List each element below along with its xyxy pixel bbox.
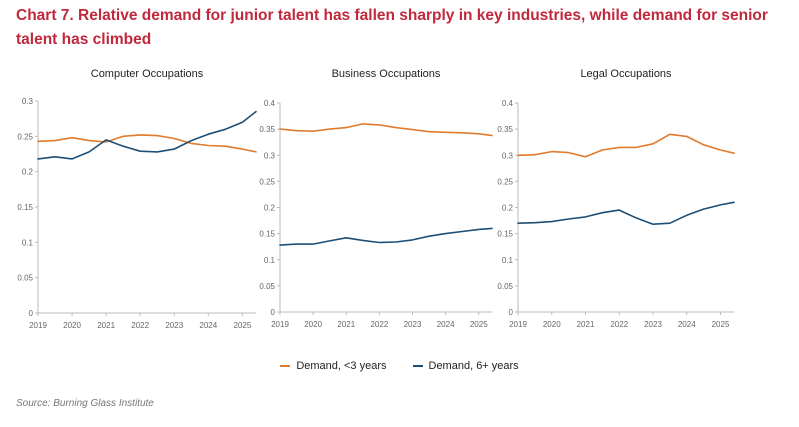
y-tick-label: 0 xyxy=(271,308,276,317)
series-line-junior xyxy=(517,133,735,158)
y-tick-label: 0.05 xyxy=(497,282,513,291)
y-tick-label: 0.15 xyxy=(17,203,33,212)
legend-item-senior: Demand, 6+ years xyxy=(412,360,519,372)
x-tick-label: 2019 xyxy=(29,321,47,330)
panel-3: Legal Occupations 0 0.05 0.1 0.15 0.2 0.25 0.3 0… xyxy=(497,68,735,329)
x-tick-label: 2023 xyxy=(644,320,662,329)
y-tick-label: 0.35 xyxy=(497,125,513,134)
y-tick-label: 0 xyxy=(29,309,34,318)
legend: Demand, <3 years Demand, 6+ years xyxy=(0,360,799,372)
y-tick-label: 0.1 xyxy=(264,256,276,265)
panel-title: Computer Occupations xyxy=(91,68,204,80)
legend-item-junior: Demand, <3 years xyxy=(280,360,387,372)
y-tick-label: 0.3 xyxy=(502,151,514,160)
x-tick-label: 2021 xyxy=(97,321,115,330)
x-tick-label: 2021 xyxy=(337,320,355,329)
y-tick-label: 0.35 xyxy=(259,125,275,134)
legend-label-senior: Demand, 6+ years xyxy=(428,360,519,372)
x-tick-label: 2019 xyxy=(509,320,527,329)
x-tick-label: 2024 xyxy=(437,320,455,329)
y-tick-label: 0.4 xyxy=(502,99,514,108)
y-tick-label: 0 xyxy=(509,308,514,317)
x-tick-label: 2023 xyxy=(404,320,422,329)
y-tick-label: 0.05 xyxy=(259,282,275,291)
y-tick-label: 0.4 xyxy=(264,99,276,108)
panel-1: Computer Occupations 0 0.05 0.1 0.15 0.2 0.25 0… xyxy=(17,68,257,330)
y-tick-label: 0.15 xyxy=(259,230,275,239)
y-tick-label: 0.2 xyxy=(264,204,276,213)
series-line-senior xyxy=(279,227,493,246)
y-tick-label: 0.3 xyxy=(22,97,34,106)
x-tick-label: 2024 xyxy=(678,320,696,329)
y-tick-label: 0.25 xyxy=(497,177,513,186)
x-tick-label: 2025 xyxy=(712,320,730,329)
y-tick-label: 0.3 xyxy=(264,151,276,160)
x-tick-label: 2022 xyxy=(131,321,149,330)
x-tick-label: 2024 xyxy=(199,321,217,330)
series-line-junior xyxy=(279,123,493,137)
y-tick-label: 0.2 xyxy=(502,204,514,213)
y-tick-label: 0.25 xyxy=(259,177,275,186)
y-tick-label: 0.25 xyxy=(17,132,33,141)
y-tick-label: 0.05 xyxy=(17,274,33,283)
y-tick-label: 0.1 xyxy=(502,256,514,265)
legend-label-junior: Demand, <3 years xyxy=(296,360,387,372)
x-tick-label: 2020 xyxy=(543,320,561,329)
x-tick-label: 2022 xyxy=(370,320,388,329)
source-note: Source: Burning Glass Institute xyxy=(16,398,154,409)
series-line-junior xyxy=(37,134,257,153)
series-line-senior xyxy=(517,201,735,225)
x-tick-label: 2020 xyxy=(63,321,81,330)
x-tick-label: 2022 xyxy=(610,320,628,329)
y-tick-label: 0.15 xyxy=(497,230,513,239)
panel-title: Business Occupations xyxy=(332,68,441,80)
x-tick-label: 2023 xyxy=(165,321,183,330)
legend-swatch-senior xyxy=(412,365,423,367)
legend-swatch-junior xyxy=(280,365,291,367)
y-tick-label: 0.1 xyxy=(22,238,34,247)
y-tick-label: 0.2 xyxy=(22,168,34,177)
series-line-senior xyxy=(37,110,257,160)
x-tick-label: 2021 xyxy=(577,320,595,329)
panel-title: Legal Occupations xyxy=(580,68,672,80)
chart-title: Chart 7. Relative demand for junior tale… xyxy=(16,7,768,48)
panel-2: Business Occupations 0 0.05 0.1 0.15 0.2 0.25 0… xyxy=(259,68,493,329)
x-tick-label: 2020 xyxy=(304,320,322,329)
x-tick-label: 2025 xyxy=(470,320,488,329)
x-tick-label: 2025 xyxy=(233,321,251,330)
x-tick-label: 2019 xyxy=(271,320,289,329)
